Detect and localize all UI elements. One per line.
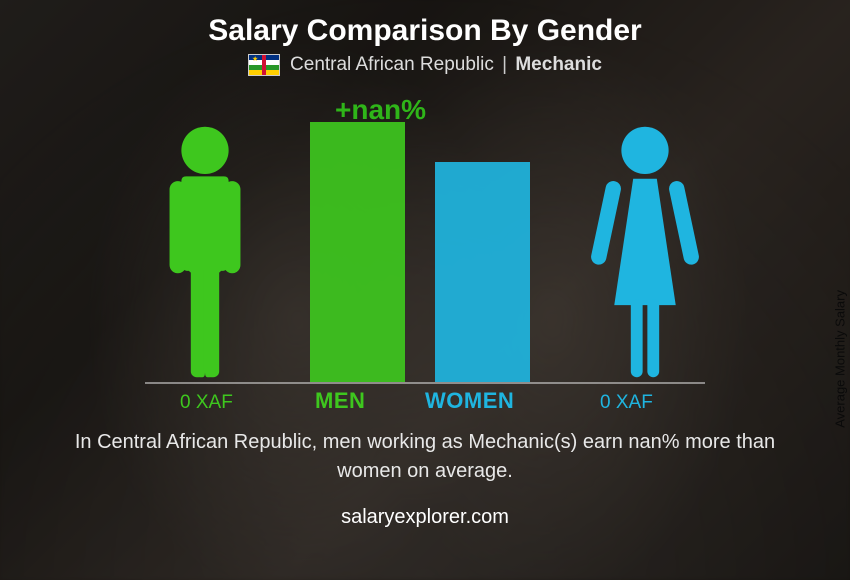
men-value: 0 XAF xyxy=(180,392,233,414)
footer-site: salaryexplorer.com xyxy=(0,506,850,529)
women-value: 0 XAF xyxy=(600,392,653,414)
subtitle-text: Central African Republic | Mechanic xyxy=(290,54,602,76)
page-title: Salary Comparison By Gender xyxy=(0,0,850,48)
separator: | xyxy=(502,54,507,75)
y-axis-label: Average Monthly Salary xyxy=(833,290,848,428)
female-icon xyxy=(585,122,705,382)
job-title: Mechanic xyxy=(515,54,602,75)
chart-area: +nan% xyxy=(125,94,725,414)
flag-icon: ★ xyxy=(248,54,280,76)
description-text: In Central African Republic, men working… xyxy=(65,428,785,486)
chart-baseline xyxy=(145,382,705,384)
subtitle-row: ★ Central African Republic | Mechanic xyxy=(0,54,850,76)
women-label: WOMEN xyxy=(425,388,514,414)
bar-men xyxy=(310,122,405,382)
bar-women xyxy=(435,162,530,382)
infographic-content: Salary Comparison By Gender ★ Central Af… xyxy=(0,0,850,580)
male-icon xyxy=(145,122,265,382)
country-name: Central African Republic xyxy=(290,54,494,75)
men-label: MEN xyxy=(315,388,365,414)
